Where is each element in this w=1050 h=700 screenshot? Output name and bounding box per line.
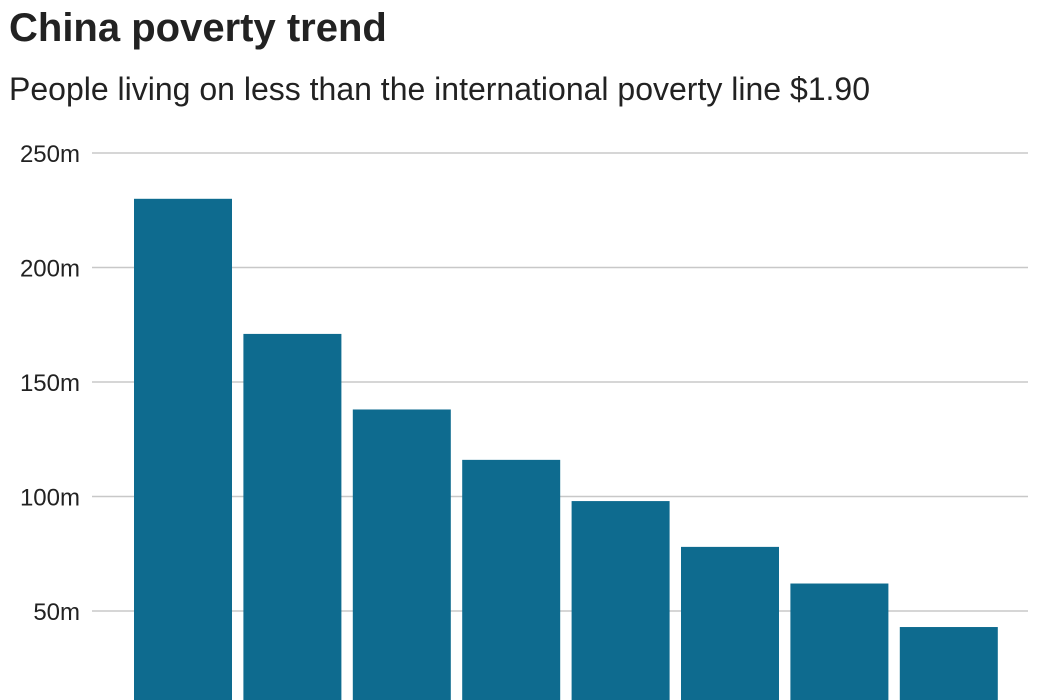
bar-5 [571,501,670,700]
y-tick-label: 250m [20,141,80,168]
bar-7 [790,583,889,700]
bar-3 [352,409,451,700]
y-tick-label: 200m [20,256,80,283]
y-axis-ticks: 50m 100m 150m 200m 250m [20,141,80,626]
bar-2 [243,333,342,700]
chart-subtitle: People living on less than the internati… [9,71,871,107]
chart-title: China poverty trend [9,6,387,50]
bar-8 [899,627,998,700]
bars [134,198,998,700]
y-tick-label: 50m [33,599,80,626]
bar-1 [134,198,232,700]
y-tick-label: 150m [20,370,80,397]
bar-4 [462,459,561,700]
y-tick-label: 100m [20,485,80,512]
bar-6 [681,546,779,700]
